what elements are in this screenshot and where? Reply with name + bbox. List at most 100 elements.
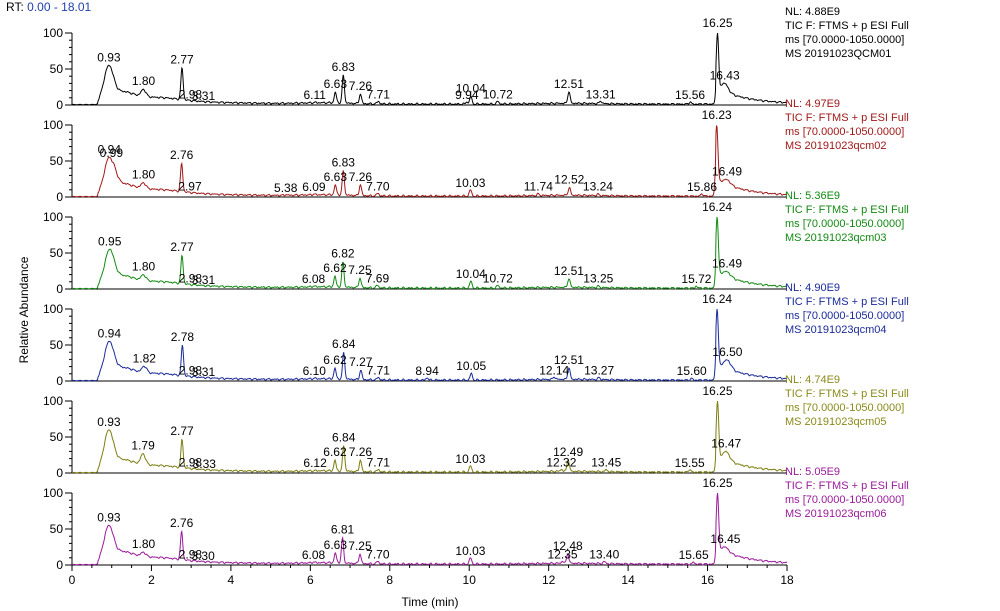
nl-label: NL: 5.36E9 <box>785 190 840 202</box>
peak-label: 6.08 <box>302 548 326 562</box>
panel-1: 0 50 100 0.93 1.80 2.77 2.983.31 6.116.63 6.83 7.… <box>43 6 909 112</box>
trace-line <box>71 32 788 106</box>
peak-label: 13.24 <box>583 179 613 193</box>
peak-label: 16.43 <box>710 68 740 82</box>
y-axis-label: Relative Abundance <box>17 256 31 364</box>
x-tick-label: 8 <box>386 573 393 587</box>
peak-label: 16.25 <box>702 476 732 490</box>
trace-line <box>71 217 788 290</box>
peak-label: 6.63 <box>324 538 348 552</box>
y-tick-label: 100 <box>43 118 63 132</box>
peak-label: 7.71 <box>367 363 391 377</box>
nl-label: NL: 4.88E9 <box>785 6 840 18</box>
peak-label: 7.69 <box>366 271 390 285</box>
trace-info: TIC F: FTMS + p ESI Full <box>785 20 909 32</box>
peak-label: 2.98 <box>179 547 203 561</box>
peak-label: 1.79 <box>131 439 155 453</box>
y-tick-label: 100 <box>43 302 63 316</box>
peak-label: 10.03 <box>455 452 485 466</box>
trace-info: TIC F: FTMS + p ESI Full <box>785 112 909 124</box>
peak-label: 16.49 <box>712 257 742 271</box>
peak-label: 13.31 <box>586 87 616 101</box>
trace-info: TIC F: FTMS + p ESI Full <box>785 204 909 216</box>
peak-label: 2.98 <box>179 271 203 285</box>
peak-label: 13.40 <box>589 547 619 561</box>
trace-info: TIC F: FTMS + p ESI Full <box>785 480 909 492</box>
rt-range-label: RT: 0.00 - 18.01 <box>6 0 91 14</box>
peak-label: 3.31 <box>192 365 216 379</box>
peak-label: 7.25 <box>348 539 372 553</box>
peak-label: 10.03 <box>455 176 485 190</box>
trace-info: ms [70.0000-1050.0000] <box>785 34 904 46</box>
peak-label: 13.27 <box>584 363 614 377</box>
peak-label: 2.78 <box>171 330 195 344</box>
y-tick-label: 100 <box>43 210 63 224</box>
peak-label: 6.84 <box>332 431 356 445</box>
y-tick-label: 50 <box>50 246 64 260</box>
peak-label: 2.76 <box>170 516 194 530</box>
trace-line <box>71 125 788 198</box>
peak-label: 7.26 <box>349 79 373 93</box>
peak-label: 2.98 <box>179 363 203 377</box>
y-tick-label: 50 <box>50 154 64 168</box>
y-tick-label: 0 <box>56 374 63 388</box>
nl-label: NL: 4.74E9 <box>785 374 840 386</box>
peak-label: 2.98 <box>179 87 203 101</box>
nl-label: NL: 4.90E9 <box>785 282 840 294</box>
peak-label: 16.50 <box>712 345 742 359</box>
peak-label: 1.80 <box>132 537 156 551</box>
peak-label: 0.93 <box>97 415 121 429</box>
trace-line <box>71 309 788 382</box>
peak-label: 6.09 <box>302 180 326 194</box>
y-tick-label: 0 <box>56 282 63 296</box>
peak-label: 0.95 <box>98 234 122 248</box>
y-tick-label: 100 <box>43 394 63 408</box>
peak-label: 6.83 <box>332 60 356 74</box>
peak-label: 1.80 <box>132 74 156 88</box>
peak-label: 1.80 <box>132 260 156 274</box>
trace-line <box>71 400 788 474</box>
peak-label: 6.83 <box>332 155 356 169</box>
peak-label: 9.94 <box>455 88 479 102</box>
peak-label: 7.70 <box>366 179 390 193</box>
peak-label: 16.23 <box>702 108 732 122</box>
peak-label: 15.72 <box>681 272 711 286</box>
peak-label: 10.72 <box>483 271 513 285</box>
peak-label: 0.99 <box>100 146 124 160</box>
peak-label: 7.26 <box>349 170 373 184</box>
peak-label: 16.25 <box>702 384 732 398</box>
peak-label: 12.14 <box>539 363 569 377</box>
trace-line <box>71 492 788 566</box>
panel-2: 0 50 100 0.940.99 1.80 2.76 2.97 5.38 6.096.636.… <box>43 98 909 204</box>
peak-label: 10.04 <box>456 267 486 281</box>
peak-label: 16.25 <box>702 16 732 30</box>
y-tick-label: 0 <box>56 558 63 572</box>
peak-label: 2.77 <box>170 53 194 67</box>
x-tick-label: 10 <box>463 573 477 587</box>
peak-label: 3.30 <box>191 549 215 563</box>
peak-label: 12.51 <box>554 353 584 367</box>
peak-label: 11.74 <box>524 179 553 193</box>
panel-3: 0 50 100 0.95 1.80 2.77 2.983.31 6.086.626.82 7.… <box>43 190 909 296</box>
peak-label: 2.77 <box>170 240 194 254</box>
peak-label: 6.11 <box>303 88 326 102</box>
peak-label: 6.10 <box>303 364 327 378</box>
peak-label: 8.94 <box>415 364 439 378</box>
peak-label: 6.82 <box>331 247 355 261</box>
x-tick-label: 4 <box>228 573 235 587</box>
peak-label: 7.71 <box>367 87 391 101</box>
peak-label: 13.25 <box>583 271 613 285</box>
peak-label: 12.49 <box>553 445 583 459</box>
peak-label: 0.93 <box>97 510 121 524</box>
peak-label: 6.12 <box>303 456 327 470</box>
x-tick-label: 14 <box>621 573 635 587</box>
panel-4: 0 50 100 0.94 1.82 2.78 2.983.31 6.106.62 6.84 7.… <box>43 282 909 388</box>
peak-label: 16.45 <box>710 532 740 546</box>
trace-info: MS 20191023qcm06 <box>785 508 887 520</box>
peak-label: 5.38 <box>274 181 298 195</box>
y-tick-label: 0 <box>56 190 63 204</box>
trace-info: ms [70.0000-1050.0000] <box>785 494 904 506</box>
trace-info: ms [70.0000-1050.0000] <box>785 402 904 414</box>
x-tick-label: 12 <box>542 573 556 587</box>
